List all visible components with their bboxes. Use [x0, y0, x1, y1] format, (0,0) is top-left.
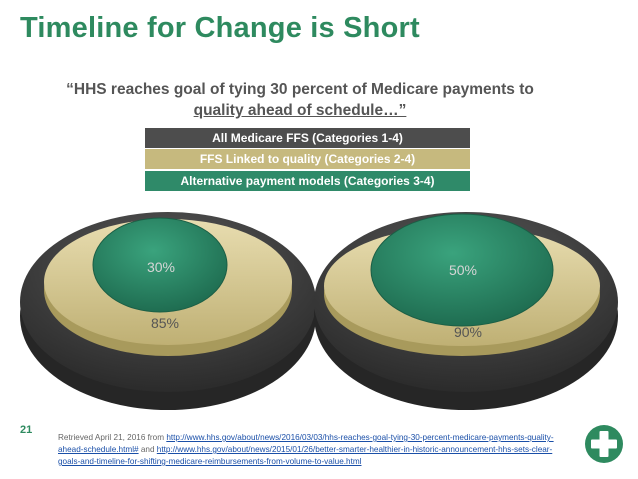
left-middle-value: 85%: [151, 315, 179, 331]
slide-title: Timeline for Change is Short: [20, 12, 420, 44]
inner-disk: [92, 217, 228, 313]
medical-cross-icon: [585, 425, 623, 463]
quote-line-2: quality ahead of schedule…”: [193, 102, 407, 119]
disk-diagram-left: 30% 85%: [20, 212, 316, 410]
disk-diagram-right: 50% 90%: [314, 212, 618, 410]
page-number: 21: [20, 424, 33, 436]
reference-joiner: and: [138, 445, 157, 454]
legend-ffs-linked-quality: FFS Linked to quality (Categories 2-4): [145, 149, 470, 169]
legend-all-medicare-ffs: All Medicare FFS (Categories 1-4): [145, 128, 470, 148]
left-inner-value: 30%: [147, 259, 175, 275]
reference-link-hhs-2016[interactable]: http://www.hhs.gov/about/news/2016/03/03…: [58, 433, 554, 454]
reference-link-hhs-2015[interactable]: http://www.hhs.gov/about/news/2015/01/26…: [58, 445, 553, 466]
reference-prefix: Retrieved April 21, 2016 from: [58, 433, 167, 442]
hhs-quote: “HHS reaches goal of tying 30 percent of…: [40, 79, 560, 121]
reference-citation: Retrieved April 21, 2016 from http://www…: [58, 432, 568, 468]
right-inner-value: 50%: [449, 262, 477, 278]
quote-line-1: “HHS reaches goal of tying 30 percent of…: [66, 81, 534, 98]
inner-disk: [370, 213, 554, 327]
right-middle-value: 90%: [454, 324, 482, 340]
legend-alternative-payment-models: Alternative payment models (Categories 3…: [145, 171, 470, 191]
